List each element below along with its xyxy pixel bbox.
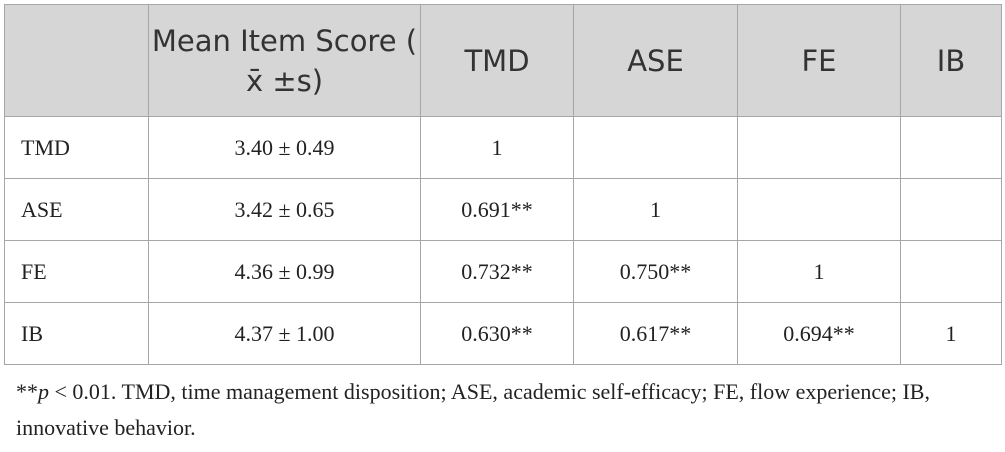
table-row: TMD 3.40 ± 0.49 1	[4, 116, 1002, 179]
table-row: IB 4.37 ± 1.00 0.630** 0.617** 0.694** 1	[4, 302, 1002, 365]
header-cell: FE	[737, 4, 901, 117]
cell: 1	[737, 240, 901, 303]
row-label: TMD	[4, 116, 149, 179]
header-cell: TMD	[420, 4, 574, 117]
row-label: IB	[4, 302, 149, 365]
cell: 0.630**	[420, 302, 574, 365]
empty-cell	[900, 240, 1002, 303]
footnote-marker: **	[16, 379, 38, 404]
table-body: TMD 3.40 ± 0.49 1 ASE 3.42 ± 0.65 0.691** 1 FE 4…	[4, 116, 1002, 365]
header-cell: IB	[900, 4, 1002, 117]
footnote-p: p	[38, 379, 49, 404]
cell: 1	[420, 116, 574, 179]
row-label: ASE	[4, 178, 149, 241]
empty-cell	[900, 178, 1002, 241]
empty-cell	[737, 178, 901, 241]
footnote-text: < 0.01. TMD, time management disposition…	[16, 379, 930, 440]
cell: 0.732**	[420, 240, 574, 303]
cell: 0.691**	[420, 178, 574, 241]
cell: 4.36 ± 0.99	[148, 240, 421, 303]
table-row: ASE 3.42 ± 0.65 0.691** 1	[4, 178, 1002, 241]
cell: 0.750**	[573, 240, 738, 303]
header-cell	[4, 4, 149, 117]
cell: 0.617**	[573, 302, 738, 365]
header-row: Mean Item Score ( x̄ ±s) TMD ASE FE IB	[4, 4, 1002, 117]
header-cell: ASE	[573, 4, 738, 117]
header-cell: Mean Item Score ( x̄ ±s)	[148, 4, 421, 117]
cell: 3.40 ± 0.49	[148, 116, 421, 179]
footnote: **p < 0.01. TMD, time management disposi…	[16, 374, 976, 446]
data-table: Mean Item Score ( x̄ ±s) TMD ASE FE IB TMD 3.…	[4, 4, 1002, 365]
empty-cell	[737, 116, 901, 179]
cell: 3.42 ± 0.65	[148, 178, 421, 241]
cell: 1	[573, 178, 738, 241]
cell: 1	[900, 302, 1002, 365]
empty-cell	[900, 116, 1002, 179]
cell: 4.37 ± 1.00	[148, 302, 421, 365]
cell: 0.694**	[737, 302, 901, 365]
empty-cell	[573, 116, 738, 179]
row-label: FE	[4, 240, 149, 303]
table-row: FE 4.36 ± 0.99 0.732** 0.750** 1	[4, 240, 1002, 303]
